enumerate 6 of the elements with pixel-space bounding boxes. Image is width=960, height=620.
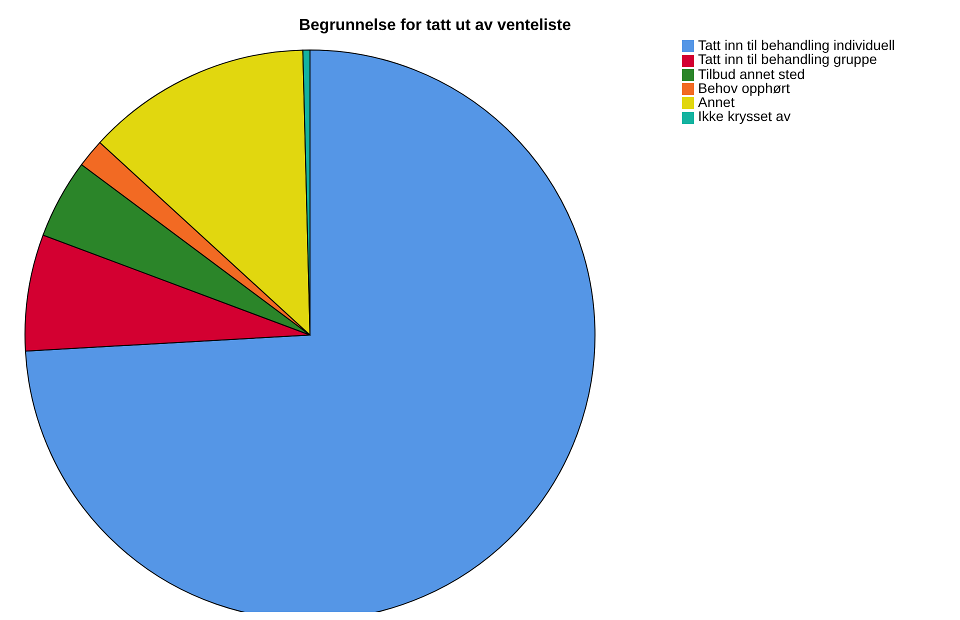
legend-label: Tatt inn til behandling individuell [698, 37, 895, 53]
chart-title: Begrunnelse for tatt ut av venteliste [298, 17, 572, 34]
legend-label: Annet [698, 94, 735, 110]
legend-label: Behov opphørt [698, 80, 790, 96]
legend-label: Ikke krysset av [698, 108, 791, 124]
legend-label: Tilbud annet sted [698, 66, 805, 82]
